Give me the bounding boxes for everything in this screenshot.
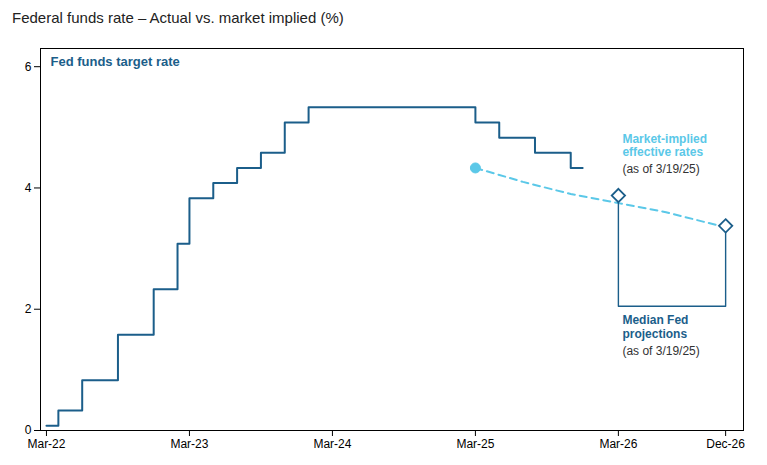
svg-text:Market-impliedeffective rates: Market-impliedeffective rates [622,132,707,160]
svg-text:0: 0 [25,423,32,437]
svg-text:Median Fedprojections: Median Fedprojections [622,313,688,341]
svg-text:(as of 3/19/25): (as of 3/19/25) [622,344,699,358]
html-text:Federal funds rate – Actual vs: Federal funds rate – Actual vs. market i… [12,9,344,26]
svg-text:2: 2 [25,302,32,316]
svg-text:(as of 3/19/25): (as of 3/19/25) [622,162,699,176]
svg-text:Mar-24: Mar-24 [313,437,351,451]
svg-text:Mar-23: Mar-23 [170,437,208,451]
svg-text:Mar-26: Mar-26 [599,437,637,451]
svg-text:Mar-25: Mar-25 [456,437,494,451]
svg-text:6: 6 [25,60,32,74]
svg-text:Fed funds target rate: Fed funds target rate [50,54,179,69]
svg-text:4: 4 [25,181,32,195]
svg-text:Mar-22: Mar-22 [27,437,65,451]
svg-text:Dec-26: Dec-26 [706,437,745,451]
